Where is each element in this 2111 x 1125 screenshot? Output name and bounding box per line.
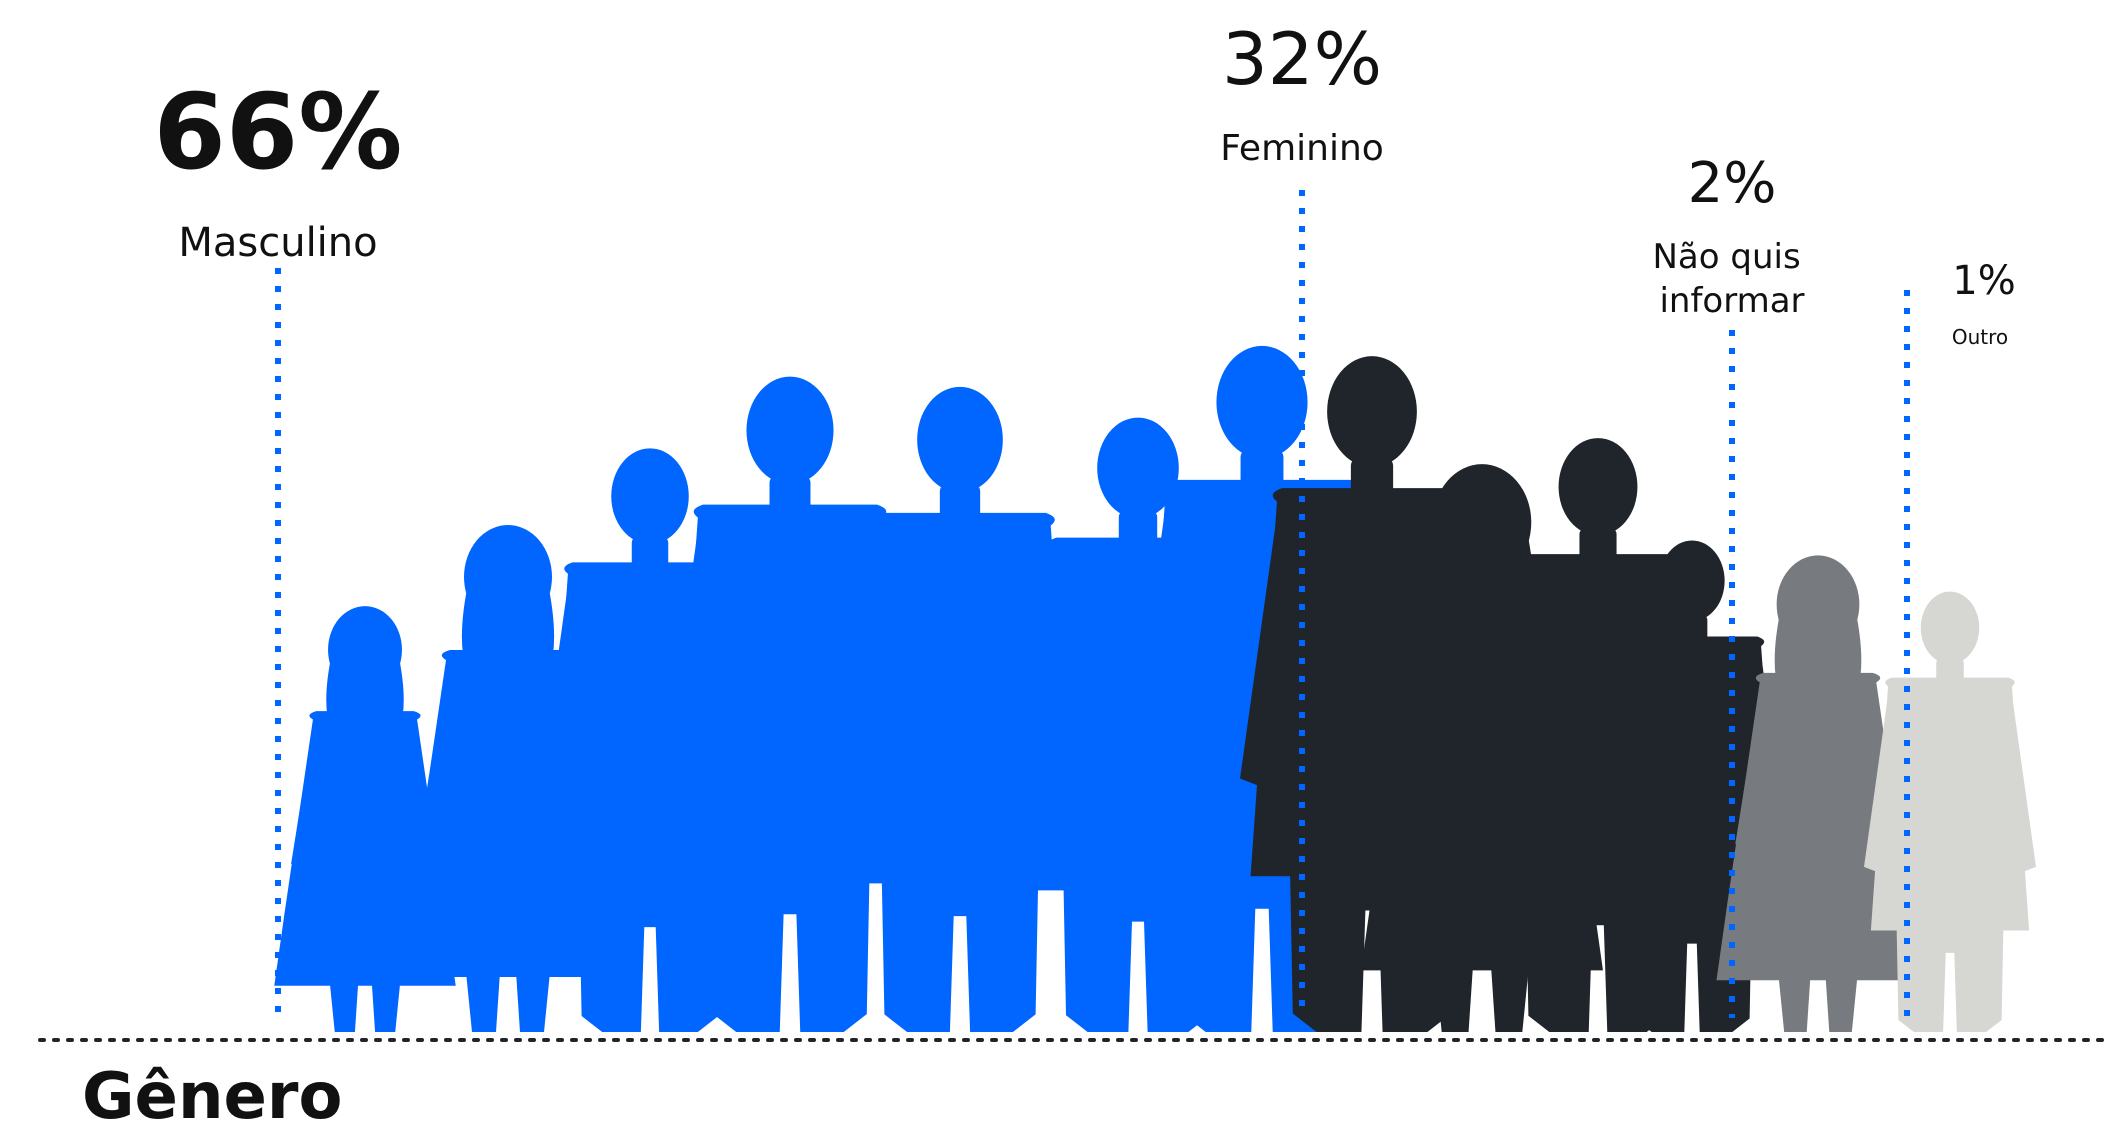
people-silhouettes — [274, 345, 2036, 1032]
category-guide-lines — [275, 190, 1910, 1018]
category-label-masculino: Masculino — [178, 220, 377, 266]
value-label-nao-quis-informar: 2% — [1688, 151, 1777, 216]
chart-title: Gênero — [82, 1060, 342, 1125]
value-label-masculino: 66% — [154, 71, 403, 193]
value-label-outro: 1% — [1952, 258, 2015, 304]
category-label-line-2: informar — [1659, 281, 1804, 321]
category-labels: 66% Masculino 32% Feminino 2% Não quis i… — [154, 17, 2016, 349]
category-label-nao-quis-informar: Não quis informar — [1653, 237, 1812, 321]
category-label-outro: Outro — [1952, 325, 2008, 349]
value-label-feminino: 32% — [1222, 17, 1382, 101]
category-label-feminino: Feminino — [1220, 128, 1384, 169]
category-label-line-1: Não quis — [1653, 237, 1801, 277]
